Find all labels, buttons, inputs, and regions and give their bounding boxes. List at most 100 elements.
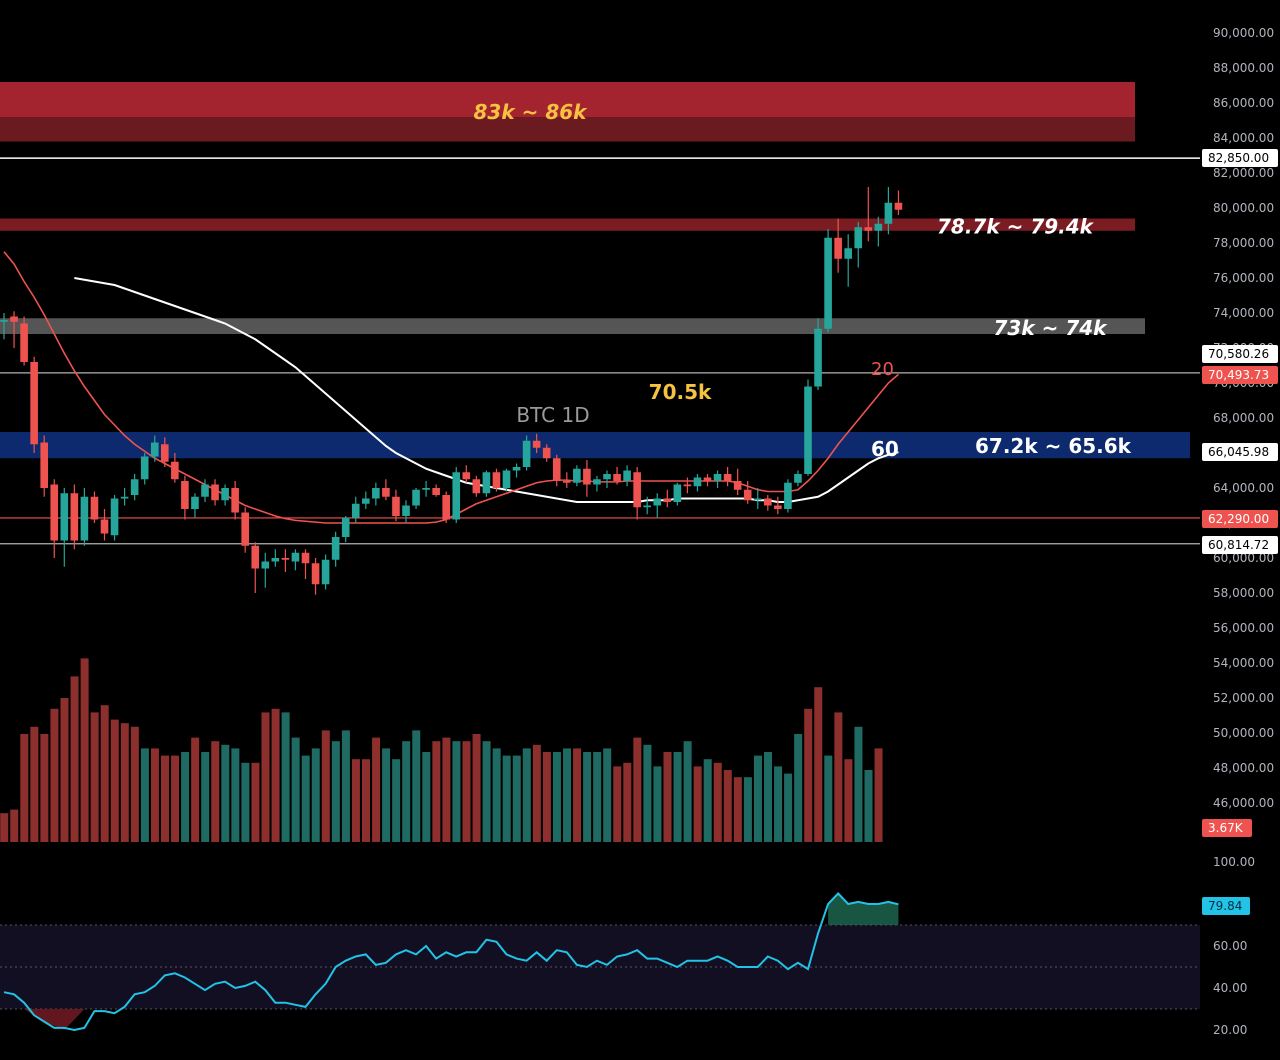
volume-bar: [502, 755, 511, 842]
candle: [231, 481, 239, 520]
candle-body: [60, 493, 69, 541]
candle-body: [201, 484, 209, 497]
candle: [50, 479, 59, 558]
volume-bar: [181, 752, 190, 842]
candle: [753, 488, 762, 509]
volume-bar: [492, 748, 501, 842]
candle: [372, 482, 380, 506]
candle: [60, 488, 69, 567]
candle-body: [492, 472, 501, 488]
volume-bar: [633, 737, 642, 842]
volume-bar: [231, 748, 240, 842]
volume-bar: [522, 748, 531, 842]
level-tag-5-bg: [1202, 536, 1278, 554]
candle: [251, 542, 260, 593]
volume-bar: [412, 730, 421, 842]
volume-bar: [341, 730, 350, 842]
candle: [120, 488, 129, 506]
level-tag-2: 70,493.73: [1208, 368, 1269, 382]
candle-body: [462, 472, 471, 480]
volume-bar: [583, 752, 592, 842]
candle-body: [512, 467, 521, 471]
rsi-oversold-fill: [24, 1009, 85, 1030]
candle: [814, 318, 822, 390]
candle: [563, 472, 571, 488]
candle-body: [120, 496, 129, 499]
support-zone-73k-74k: [0, 318, 1145, 334]
volume-bar: [20, 734, 29, 842]
volume-bar: [603, 748, 612, 842]
volume-bar: [864, 770, 873, 842]
candle-body: [351, 503, 360, 518]
level-tag-4: 62,290.00: [1208, 512, 1269, 526]
candle-body: [623, 470, 631, 481]
candle: [150, 435, 159, 462]
volume-bar: [0, 813, 9, 842]
volume-bar: [854, 726, 863, 842]
candle: [522, 435, 531, 471]
candle-body: [130, 479, 139, 495]
price-tick-label: 88,000.00: [1213, 61, 1274, 75]
volume-bar: [693, 766, 702, 842]
volume-bar: [271, 708, 280, 842]
volume-last-tag-bg: [1202, 819, 1252, 837]
candle-body: [894, 202, 903, 210]
volume-bar: [40, 734, 49, 842]
candle-body: [844, 248, 852, 259]
candle-body: [753, 498, 762, 501]
candle: [432, 484, 440, 497]
level-tag-0-bg: [1202, 149, 1278, 167]
candle: [100, 509, 109, 541]
candle-body: [784, 482, 792, 509]
candle: [894, 190, 903, 215]
candle: [382, 479, 390, 501]
candle: [884, 187, 893, 235]
candle: [482, 470, 491, 497]
volume-bar: [150, 748, 159, 842]
zone-label-73k-74k: 73k ~ 74k: [994, 316, 1109, 340]
candle-body: [864, 227, 873, 231]
candle-body: [573, 468, 581, 483]
candle-body: [774, 505, 782, 509]
candle: [301, 549, 310, 579]
candle: [462, 465, 471, 483]
price-tick-label: 80,000.00: [1213, 201, 1274, 215]
volume-bar: [432, 741, 441, 842]
candle-body: [452, 472, 461, 520]
candle: [512, 463, 521, 478]
candle-body: [372, 488, 380, 499]
volume-bar: [301, 755, 310, 842]
volume-bar: [794, 734, 803, 842]
candle-body: [281, 558, 290, 560]
candle: [703, 474, 712, 487]
candle-body: [392, 496, 400, 516]
candle-body: [80, 496, 89, 541]
candle: [743, 481, 752, 504]
volume-bar: [573, 748, 582, 842]
candle-body: [593, 479, 601, 485]
candle-body: [422, 488, 430, 490]
candle-body: [854, 227, 863, 249]
candle: [492, 468, 501, 492]
candle-body: [100, 519, 109, 534]
rsi-tick-label: 20.00: [1213, 1023, 1247, 1037]
symbol-label: BTC 1D: [516, 403, 589, 427]
volume-bar: [472, 734, 481, 842]
candle: [583, 460, 591, 497]
volume-bar: [874, 748, 883, 842]
volume-bar: [281, 712, 290, 842]
volume-bar: [100, 705, 109, 842]
volume-bar: [613, 766, 622, 842]
volume-bar: [251, 762, 260, 842]
candle-body: [432, 488, 440, 495]
volume-bar: [814, 687, 823, 842]
candle-body: [794, 474, 802, 483]
candle: [40, 435, 48, 497]
candle-body: [161, 444, 169, 462]
volume-last-tag: 3.67K: [1208, 821, 1244, 835]
volume-bar: [452, 741, 461, 842]
candle-body: [743, 489, 752, 501]
candle-body: [331, 537, 340, 560]
volume-bar: [784, 773, 793, 842]
